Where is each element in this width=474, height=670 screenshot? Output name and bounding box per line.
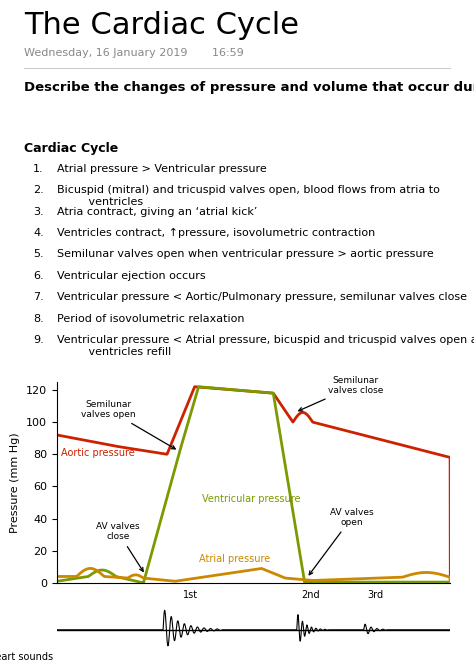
Text: Ventricular pressure < Aortic/Pulmonary pressure, semilunar valves close: Ventricular pressure < Aortic/Pulmonary … <box>57 292 467 302</box>
Text: Semilunar
valves close: Semilunar valves close <box>299 376 383 411</box>
Text: 1st: 1st <box>183 590 198 600</box>
Text: Atrial pressure: Atrial pressure <box>199 554 270 564</box>
Text: 2.: 2. <box>33 186 44 196</box>
Text: 1.: 1. <box>33 164 44 174</box>
Text: 3rd: 3rd <box>367 590 383 600</box>
Text: 6.: 6. <box>33 271 44 281</box>
Text: Ventricular ejection occurs: Ventricular ejection occurs <box>57 271 206 281</box>
Text: The Cardiac Cycle: The Cardiac Cycle <box>24 11 299 40</box>
Y-axis label: Pressure (mm Hg): Pressure (mm Hg) <box>10 432 20 533</box>
Text: 4.: 4. <box>33 228 44 238</box>
Text: AV valves
close: AV valves close <box>96 522 143 572</box>
Text: Ventricular pressure < Atrial pressure, bicuspid and tricuspid valves open and
 : Ventricular pressure < Atrial pressure, … <box>57 335 474 356</box>
Text: 8.: 8. <box>33 314 44 324</box>
Text: Heart sounds: Heart sounds <box>0 652 53 661</box>
Text: Cardiac Cycle: Cardiac Cycle <box>24 142 118 155</box>
Text: Ventricular pressure: Ventricular pressure <box>202 494 301 505</box>
Text: Wednesday, 16 January 2019       16:59: Wednesday, 16 January 2019 16:59 <box>24 48 244 58</box>
Text: 3.: 3. <box>33 207 44 216</box>
Text: AV valves
open: AV valves open <box>309 508 374 575</box>
Text: Aortic pressure: Aortic pressure <box>61 448 135 458</box>
Text: Semilunar
valves open: Semilunar valves open <box>81 400 175 449</box>
Text: Ventricles contract, ↑pressure, isovolumetric contraction: Ventricles contract, ↑pressure, isovolum… <box>57 228 375 238</box>
Text: 2nd: 2nd <box>301 590 320 600</box>
Text: Bicuspid (mitral) and tricuspid valves open, blood flows from atria to
         : Bicuspid (mitral) and tricuspid valves o… <box>57 186 440 207</box>
Text: Describe the changes of pressure and volume that occur during the cardiac cycle: Describe the changes of pressure and vol… <box>24 81 474 94</box>
Text: 5.: 5. <box>33 249 44 259</box>
Text: Semilunar valves open when ventricular pressure > aortic pressure: Semilunar valves open when ventricular p… <box>57 249 434 259</box>
Text: 9.: 9. <box>33 335 44 345</box>
Text: Atrial pressure > Ventricular pressure: Atrial pressure > Ventricular pressure <box>57 164 267 174</box>
Text: Atria contract, giving an ‘atrial kick’: Atria contract, giving an ‘atrial kick’ <box>57 207 257 216</box>
Text: 7.: 7. <box>33 292 44 302</box>
Text: Period of isovolumetric relaxation: Period of isovolumetric relaxation <box>57 314 245 324</box>
